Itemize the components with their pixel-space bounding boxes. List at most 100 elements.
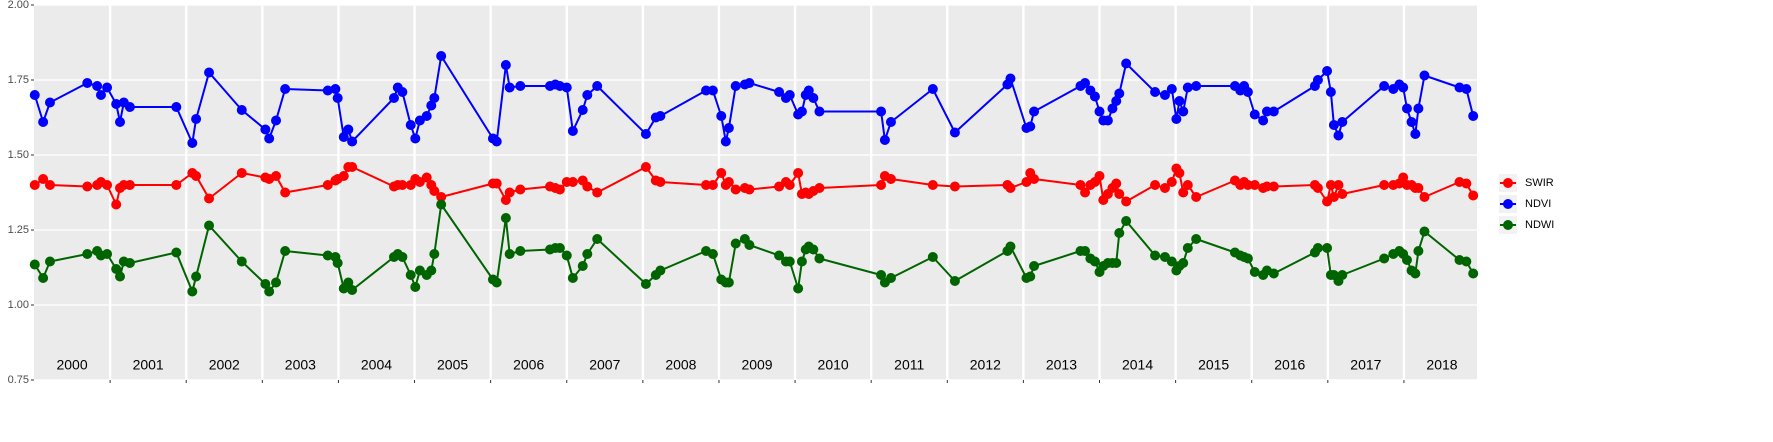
point xyxy=(1398,82,1409,93)
year-label: 2007 xyxy=(589,357,620,373)
point xyxy=(1328,120,1339,130)
point xyxy=(1328,192,1339,202)
point xyxy=(1029,261,1040,271)
point xyxy=(1005,73,1016,84)
point xyxy=(1089,91,1100,102)
point xyxy=(655,111,666,121)
point xyxy=(784,90,795,100)
point xyxy=(1258,115,1269,126)
point xyxy=(44,180,55,190)
point xyxy=(436,199,447,210)
point xyxy=(410,133,421,144)
point xyxy=(500,213,511,223)
point xyxy=(405,120,416,130)
point xyxy=(885,174,896,184)
point xyxy=(784,180,795,190)
point xyxy=(1102,115,1113,126)
point xyxy=(92,81,103,91)
point xyxy=(707,180,718,190)
point xyxy=(1174,96,1185,106)
point xyxy=(1379,253,1390,264)
point xyxy=(949,127,960,138)
point xyxy=(561,250,572,261)
point xyxy=(44,97,55,108)
point xyxy=(723,177,734,187)
point xyxy=(1191,81,1202,91)
point xyxy=(1094,171,1105,181)
point xyxy=(1337,270,1348,280)
y-tick-label: 1.50 xyxy=(8,149,29,161)
point xyxy=(330,84,341,94)
y-tick-label: 2.00 xyxy=(8,0,29,11)
point xyxy=(577,261,588,271)
point xyxy=(1182,243,1193,253)
point xyxy=(927,180,938,190)
point xyxy=(567,126,578,136)
point xyxy=(793,283,804,294)
point xyxy=(1005,241,1016,252)
point xyxy=(1249,267,1260,277)
point xyxy=(171,102,182,112)
point xyxy=(271,171,282,181)
point xyxy=(436,192,447,202)
point xyxy=(744,78,755,88)
point xyxy=(124,180,135,190)
point xyxy=(500,195,511,205)
point xyxy=(280,187,291,198)
year-label: 2005 xyxy=(437,357,468,373)
point xyxy=(1174,168,1185,178)
point xyxy=(1182,82,1193,93)
point xyxy=(554,184,565,195)
point xyxy=(1089,256,1100,267)
year-label: 2017 xyxy=(1350,357,1381,373)
point xyxy=(124,258,135,268)
point xyxy=(1080,246,1091,256)
point xyxy=(707,85,718,96)
point xyxy=(876,180,887,190)
point xyxy=(504,187,515,198)
point xyxy=(1312,183,1323,193)
point xyxy=(343,124,354,135)
point xyxy=(29,90,40,100)
point xyxy=(405,270,416,280)
point xyxy=(322,180,333,190)
point xyxy=(1413,246,1424,256)
point xyxy=(730,81,741,91)
point xyxy=(814,183,825,193)
point xyxy=(1413,183,1424,193)
point xyxy=(171,180,182,190)
point xyxy=(1159,90,1170,100)
point xyxy=(1268,181,1279,192)
point xyxy=(82,181,93,192)
point xyxy=(1005,183,1016,193)
point xyxy=(1242,180,1253,190)
point xyxy=(1401,103,1412,114)
point xyxy=(29,180,40,190)
point xyxy=(1461,178,1472,189)
point xyxy=(582,249,593,259)
year-label: 2016 xyxy=(1274,357,1305,373)
point xyxy=(1312,243,1323,253)
point xyxy=(1398,172,1409,183)
point xyxy=(204,193,215,204)
point xyxy=(1114,189,1125,199)
point xyxy=(236,168,247,178)
point xyxy=(716,168,727,178)
point xyxy=(1268,106,1279,117)
point xyxy=(421,111,432,121)
point xyxy=(1121,196,1132,207)
point xyxy=(44,256,55,267)
point xyxy=(1191,192,1202,202)
point xyxy=(592,234,603,244)
point xyxy=(793,168,804,178)
point xyxy=(102,180,113,190)
point xyxy=(111,99,122,109)
point xyxy=(271,115,282,126)
point xyxy=(720,136,731,147)
point xyxy=(397,87,408,97)
point xyxy=(808,244,819,255)
point xyxy=(1419,70,1430,81)
point xyxy=(111,264,122,274)
